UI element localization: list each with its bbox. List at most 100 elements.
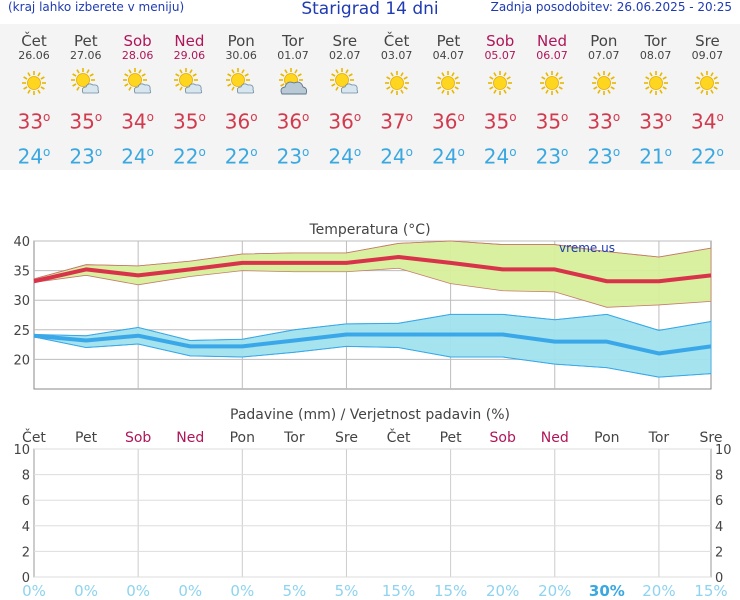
max-temperature-value: 36 [431,109,458,134]
min-temperature: 23o [267,141,319,168]
page-title: Starigrad 14 dni [301,0,439,19]
temperature-chart-title: Temperatura (°C) [308,222,430,238]
y-tick-label-left: 2 [22,545,30,560]
min-temperature: 23o [60,141,112,168]
y-tick-label-right: 8 [715,469,723,484]
y-tick-label: 35 [13,265,30,280]
max-temperature-line [33,254,712,284]
max-temperature: 36o [267,106,319,133]
day-name: Pet [436,32,461,50]
location-hint: (kraj lahko izberete v meniju) [8,0,185,14]
forecast-day: Čet 03.07 37o 24o [371,24,423,168]
last-updated: Zadnja posodobitev: 26.06.2025 - 20:25 [490,0,732,14]
max-temperature: 37o [371,106,423,133]
degree-symbol: o [612,110,621,124]
max-temperature-value: 33 [587,109,613,134]
min-temperature: 23o [526,141,578,168]
max-upper-line [33,240,712,280]
min-upper-line [33,313,712,341]
min-temperature-value: 24 [121,144,147,169]
min-temperature: 23o [578,141,630,168]
max-temperature: 36o [215,106,267,133]
day-date: 29.06 [173,49,206,62]
y-tick-label-left: 0 [22,571,30,586]
day-date: 28.06 [121,49,154,62]
min-temperature-value: 24 [328,144,354,169]
max-temperature: 35o [474,106,526,133]
forecast-day: Sre 09.07 34o 22o [681,24,733,169]
degree-symbol: o [94,110,103,124]
min-temperature: 24o [371,141,423,168]
degree-symbol: o [146,144,154,159]
max-temperature: 36o [422,106,474,133]
y-tick-label-right: 2 [715,545,723,560]
precip-probability-label: 30% [589,582,625,600]
max-temperature-value: 35 [69,109,95,134]
precip-probability-label: 0% [22,582,46,600]
forecast-day: Pon 07.07 33o 23o [578,24,630,168]
precip-probability-label: 0% [178,582,202,600]
sun-cloud-icon [174,68,203,94]
min-temperature-line [33,332,712,356]
day-name: Sre [332,32,358,50]
max-temperature: 34o [681,106,733,133]
y-tick-label: 30 [13,294,30,309]
degree-symbol: o [198,110,206,124]
x-day-label: Pon [594,430,619,446]
sun-icon [695,71,720,95]
day-name: Sob [123,32,152,50]
max-temperature-value: 34 [690,109,717,134]
forecast-day: Sob 28.06 34o 24o [112,24,164,169]
degree-symbol: o [405,110,413,124]
sun-cloud-icon [70,68,99,94]
degree-symbol: o [457,144,465,159]
y-tick-label: 20 [13,353,30,368]
sun-icon [384,71,409,95]
x-day-label: Ned [541,430,569,446]
max-temperature: 36o [319,106,371,133]
precip-probability-label: 0% [230,582,254,600]
max-temperature-value: 37 [380,109,406,134]
forecast-day: Čet 26.06 33o 24o [8,24,60,168]
sun-icon [540,71,564,95]
sun-icon [22,71,46,95]
day-name: Tor [282,32,304,50]
min-temperature-value: 24 [431,144,458,169]
min-temperature-value: 24 [483,144,510,169]
day-date: 09.07 [691,49,724,62]
min-temperature-value: 21 [639,144,665,169]
day-date: 27.06 [70,49,102,62]
sun-cloud-icon [329,68,358,94]
degree-symbol: o [509,110,517,124]
precip-probability-label: 20% [642,582,675,600]
degree-symbol: o [302,110,310,124]
max-temperature-value: 35 [172,109,199,134]
y-tick-label-left: 4 [22,520,30,535]
degree-symbol: o [43,110,51,124]
forecast-day: Ned 06.07 35o 23o [526,24,578,168]
degree-symbol: o [353,110,362,124]
max-temperature-value: 35 [483,109,510,134]
day-date: 03.07 [380,49,413,62]
sun-icon [488,71,513,95]
max-temperature-value: 35 [535,109,562,134]
min-temperature-value: 24 [380,144,406,169]
day-name: Čet [383,32,410,50]
min-temperature-value: 22 [172,144,199,169]
x-day-label: Sre [700,430,723,446]
y-tick-label: 40 [13,235,30,250]
sun-icon [591,71,616,95]
day-name: Sre [695,32,720,50]
precip-probability-label: 15% [434,582,467,600]
x-day-label: Tor [648,430,670,446]
degree-symbol: o [250,110,258,124]
min-temperature: 21o [630,141,682,168]
forecast-day: Sre 02.07 36o 24o [319,24,371,169]
x-day-label: Tor [283,430,305,446]
day-name: Pon [227,32,255,50]
max-temperature-value: 36 [224,109,251,134]
day-name: Sob [486,32,515,50]
min-temperature-value: 22 [690,144,717,169]
min-temperature-value: 23 [535,144,562,169]
degree-symbol: o [302,144,310,159]
